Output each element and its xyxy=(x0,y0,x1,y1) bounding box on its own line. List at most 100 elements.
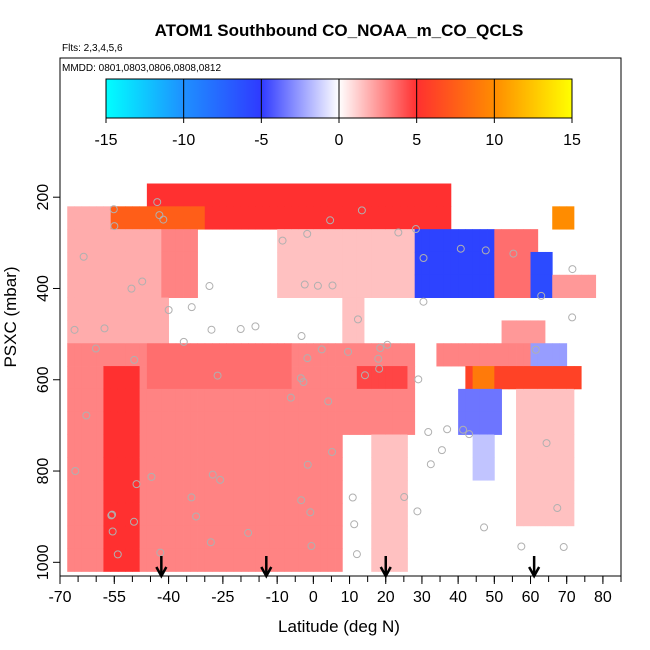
heatmap-cell xyxy=(566,502,575,527)
heatmap-cell xyxy=(516,388,524,413)
sample-marker xyxy=(480,523,489,532)
heatmap-cell xyxy=(139,366,148,390)
heatmap-cell xyxy=(277,525,285,550)
colorbar-tick-label: 10 xyxy=(485,132,503,149)
heatmap-cell xyxy=(306,229,314,253)
x-tick-label: -25 xyxy=(211,589,234,606)
heatmap-cell xyxy=(277,480,285,504)
flight-arrows xyxy=(155,556,541,579)
heatmap-cell xyxy=(349,206,358,230)
heatmap-cell xyxy=(103,502,112,527)
heatmap-cell xyxy=(298,411,307,435)
heatmap-cell xyxy=(530,411,539,435)
heatmap-cell xyxy=(146,548,155,572)
heatmap-cell xyxy=(414,206,423,230)
heatmap-cell xyxy=(392,366,401,390)
heatmap-cell xyxy=(349,320,358,344)
heatmap-cell xyxy=(233,343,242,367)
heatmap-cell xyxy=(226,388,235,413)
heatmap-cell xyxy=(566,206,575,230)
x-axis: -70 -55 -40 -25 -10 0 10 20 30 40 50 60 70 80 xyxy=(48,576,622,606)
colorbar-tick-label: 15 xyxy=(563,132,581,149)
heatmap-cell xyxy=(277,343,285,367)
sample-marker xyxy=(244,528,253,537)
heatmap-cell xyxy=(356,388,365,413)
heatmap-cell xyxy=(298,457,307,481)
heatmap-cell xyxy=(81,274,90,299)
heatmap-cell xyxy=(494,388,502,413)
heatmap-cell xyxy=(356,183,365,207)
heatmap-cell xyxy=(255,525,264,550)
heatmap-cell xyxy=(197,434,206,458)
heatmap-cell xyxy=(392,229,401,253)
heatmap-cell xyxy=(103,457,112,481)
heatmap-cell xyxy=(125,343,133,367)
heatmap-cell xyxy=(544,274,553,299)
sample-marker xyxy=(350,520,359,529)
heatmap-cell xyxy=(161,502,169,527)
heatmap-cell xyxy=(190,548,198,572)
heatmap-cell xyxy=(364,274,372,299)
heatmap-cell xyxy=(204,366,213,390)
heatmap-cell xyxy=(487,434,495,458)
heatmap-cell xyxy=(472,229,481,253)
heatmap-cell xyxy=(544,388,553,413)
heatmap-cell xyxy=(103,297,112,321)
heatmap-cell xyxy=(103,548,112,572)
heatmap-cell xyxy=(248,457,256,481)
sample-marker xyxy=(394,228,403,237)
heatmap-cell xyxy=(313,411,321,435)
heatmap-cell xyxy=(204,457,213,481)
sample-marker xyxy=(568,313,577,322)
heatmap-cell xyxy=(132,274,141,299)
heatmap-cell xyxy=(436,183,445,207)
heatmap-cell xyxy=(154,548,162,572)
heatmap-cell xyxy=(371,411,379,435)
heatmap-cell xyxy=(190,457,198,481)
sample-marker xyxy=(437,446,446,455)
heatmap-cell xyxy=(240,548,249,572)
heatmap-cell xyxy=(472,274,481,299)
heatmap-cell xyxy=(414,251,423,276)
heatmap-cell xyxy=(291,388,300,413)
heatmap-cell xyxy=(233,206,242,230)
heatmap-cell xyxy=(262,434,271,458)
heatmap-cell xyxy=(110,229,119,253)
heatmap-cell xyxy=(378,502,387,527)
heatmap-cell xyxy=(421,183,430,207)
heatmap-cell xyxy=(240,206,249,230)
heatmap-cell xyxy=(313,525,321,550)
heatmap-cell xyxy=(320,229,329,253)
x-tick-label: -70 xyxy=(48,589,71,606)
heatmap-cell xyxy=(269,411,278,435)
heatmap-cell xyxy=(291,206,300,230)
sample-marker xyxy=(107,511,116,520)
heatmap-cell xyxy=(284,251,293,276)
heatmap-cell xyxy=(284,480,293,504)
sample-marker xyxy=(413,507,422,516)
heatmap-cell xyxy=(530,274,539,299)
heatmap-cell xyxy=(110,388,119,413)
heatmap-cell xyxy=(190,251,198,276)
heatmap-cell xyxy=(161,434,169,458)
heatmap-cell xyxy=(197,457,206,481)
heatmap-cell xyxy=(516,274,524,299)
heatmap-cell xyxy=(392,388,401,413)
heatmap-cell xyxy=(385,480,394,504)
heatmap-cell xyxy=(349,388,358,413)
heatmap-cell xyxy=(349,229,358,253)
heatmap-cell xyxy=(458,411,466,435)
sample-marker xyxy=(357,206,366,215)
heatmap-cell xyxy=(125,251,133,276)
heatmap-cell xyxy=(392,548,401,572)
heatmap-cell xyxy=(154,502,162,527)
heatmap-cell xyxy=(516,320,524,344)
sample-marker xyxy=(426,460,435,469)
sample-marker xyxy=(537,291,546,300)
heatmap-cell xyxy=(392,251,401,276)
heatmap-cell xyxy=(117,548,126,572)
heatmap-cell xyxy=(306,502,314,527)
heatmap-cell xyxy=(487,229,495,253)
sample-marker xyxy=(306,508,315,517)
heatmap-cell xyxy=(291,183,300,207)
